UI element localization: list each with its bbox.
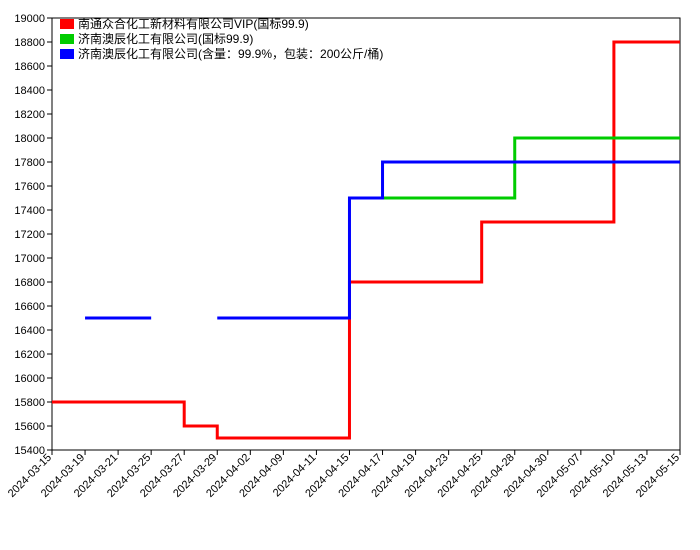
- y-tick-label: 15400: [14, 445, 45, 457]
- y-tick-label: 18800: [14, 37, 45, 49]
- legend-label: 济南澳辰化工有限公司(含量：99.9%，包装：200公斤/桶): [78, 46, 383, 61]
- y-tick-label: 17000: [14, 253, 45, 265]
- y-tick-label: 16800: [14, 277, 45, 289]
- y-tick-label: 18000: [14, 133, 45, 145]
- price-chart: 15400 15600 15800 16000 16200 16400 16600 16800…: [0, 0, 700, 550]
- y-tick-label: 18400: [14, 85, 45, 97]
- y-tick-label: 16200: [14, 349, 45, 361]
- legend-swatch: [60, 34, 74, 44]
- legend-swatch: [60, 19, 74, 29]
- legend-label: 南通众合化工新材料有限公司VIP(国标99.9): [78, 16, 309, 31]
- y-tick-label: 15600: [14, 421, 45, 433]
- y-tick-label: 16400: [14, 325, 45, 337]
- y-tick-label: 17800: [14, 157, 45, 169]
- legend-label: 济南澳辰化工有限公司(国标99.9): [78, 31, 253, 46]
- y-tick-label: 18600: [14, 61, 45, 73]
- legend-swatch: [60, 49, 74, 59]
- y-tick-label: 18200: [14, 109, 45, 121]
- y-tick-label: 15800: [14, 397, 45, 409]
- y-tick-label: 19000: [14, 13, 45, 25]
- y-tick-label: 17600: [14, 181, 45, 193]
- y-tick-label: 17200: [14, 229, 45, 241]
- y-tick-label: 17400: [14, 205, 45, 217]
- y-tick-label: 16000: [14, 373, 45, 385]
- y-tick-label: 16600: [14, 301, 45, 313]
